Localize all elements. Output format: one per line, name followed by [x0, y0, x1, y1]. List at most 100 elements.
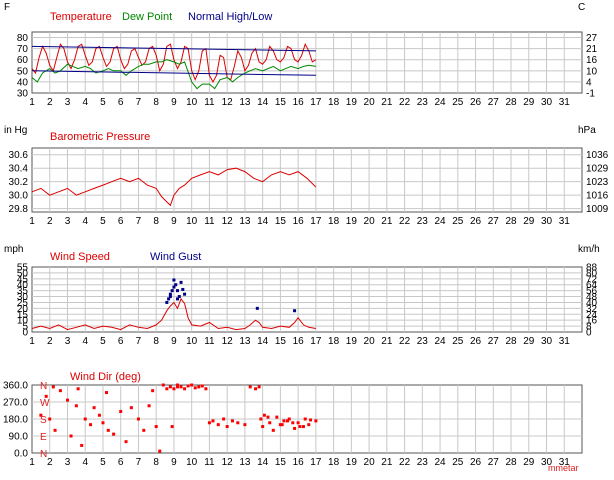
- data-point: [65, 398, 69, 402]
- x-tick-label: 9: [171, 457, 177, 468]
- data-point: [236, 421, 240, 425]
- data-point: [179, 385, 183, 389]
- x-tick-label: 19: [346, 457, 358, 468]
- y-tick-label-right: 16: [586, 316, 598, 327]
- x-tick-label: 28: [505, 97, 517, 108]
- x-tick-label: 15: [275, 336, 287, 347]
- y-tick-label-right: 10: [586, 66, 598, 77]
- data-point: [119, 409, 123, 413]
- x-tick-label: 9: [171, 97, 177, 108]
- data-point: [186, 384, 190, 388]
- data-point: [293, 426, 297, 430]
- x-tick-label: 25: [452, 457, 464, 468]
- x-tick-label: 18: [328, 457, 340, 468]
- data-point: [101, 421, 105, 425]
- x-tick-label: 19: [346, 97, 358, 108]
- series-line: [31, 167, 317, 207]
- data-point: [177, 295, 181, 299]
- unit-label-right: km/h: [578, 244, 600, 255]
- data-point: [142, 428, 146, 432]
- data-point: [151, 389, 155, 393]
- x-tick-label: 15: [275, 216, 287, 227]
- y-tick-label: 270.0: [3, 398, 28, 409]
- y-tick-label: 360.0: [3, 381, 28, 392]
- x-tick-label: 24: [435, 457, 447, 468]
- x-tick-label: 12: [222, 97, 234, 108]
- x-tick-label: 29: [523, 97, 535, 108]
- data-point: [129, 406, 133, 410]
- direction-label: E: [40, 432, 47, 443]
- y-tick-label: 50: [17, 268, 29, 279]
- x-tick-label: 15: [275, 457, 287, 468]
- data-point: [262, 413, 266, 417]
- unit-label-right: hPa: [578, 125, 596, 136]
- y-tick-label: 35: [17, 286, 29, 297]
- x-tick-label: 18: [328, 216, 340, 227]
- data-point: [172, 285, 176, 289]
- data-point: [175, 297, 179, 301]
- data-point: [261, 425, 265, 429]
- x-tick-label: 10: [186, 97, 198, 108]
- x-tick-label: 1: [29, 336, 35, 347]
- y-tick-label: 30.0: [9, 191, 29, 202]
- x-tick-label: 6: [118, 336, 124, 347]
- series-line: [31, 70, 316, 76]
- data-point: [172, 278, 176, 282]
- y-tick-label-right: 16: [586, 55, 598, 66]
- x-tick-label: 3: [65, 216, 71, 227]
- unit-label-left: in Hg: [4, 125, 27, 136]
- x-tick-label: 20: [364, 97, 376, 108]
- y-tick-label: 30.2: [9, 177, 29, 188]
- y-tick-label: 30: [17, 292, 29, 303]
- x-tick-label: 8: [153, 336, 159, 347]
- direction-label: W: [40, 398, 50, 409]
- y-tick-label: 20: [17, 304, 29, 315]
- x-tick-label: 28: [505, 457, 517, 468]
- data-point: [275, 415, 279, 419]
- y-tick-label-right: -1: [586, 89, 595, 100]
- temperature-chart: 1 2 3 4 5 6 7 8 9 10 11 12 13 14 15 16 17 18 19 20 21 22 23 24 2…: [4, 2, 598, 108]
- data-point: [174, 283, 178, 287]
- x-tick-label: 16: [293, 336, 305, 347]
- data-point: [225, 425, 229, 429]
- x-tick-label: 21: [381, 97, 393, 108]
- x-tick-label: 16: [293, 457, 305, 468]
- data-point: [69, 434, 73, 438]
- unit-label-right: C: [578, 2, 585, 13]
- x-tick-label: 1: [29, 457, 35, 468]
- data-point: [168, 292, 172, 296]
- data-point: [271, 428, 275, 432]
- x-tick-label: 11: [204, 97, 215, 108]
- y-tick-label: 30.6: [9, 150, 29, 161]
- x-tick-label: 21: [381, 457, 393, 468]
- x-tick-label: 30: [541, 457, 553, 468]
- data-point: [165, 300, 169, 304]
- x-tick-label: 26: [470, 216, 482, 227]
- data-point: [200, 384, 204, 388]
- x-tick-label: 9: [171, 216, 177, 227]
- data-point: [204, 387, 208, 391]
- x-tick-label: 27: [488, 336, 500, 347]
- chart-title-part: Wind Speed: [50, 251, 110, 263]
- data-point: [301, 425, 305, 429]
- y-tick-label-right: 27: [586, 33, 598, 44]
- x-tick-label: 2: [47, 216, 53, 227]
- data-point: [58, 389, 62, 393]
- x-tick-label: 6: [118, 216, 124, 227]
- data-point: [222, 417, 226, 421]
- y-tick-label: 30: [17, 89, 29, 100]
- series-line: [31, 45, 316, 52]
- x-tick-label: 4: [82, 216, 88, 227]
- pressure-chart: 1 2 3 4 5 6 7 8 9 10 11 12 13 14 15 16 17 18 19 20 21 22 23 24 2…: [4, 125, 609, 227]
- data-point: [296, 421, 300, 425]
- x-tick-label: 25: [452, 97, 464, 108]
- x-tick-label: 11: [204, 216, 215, 227]
- x-tick-label: 23: [417, 97, 429, 108]
- x-tick-label: 29: [523, 216, 535, 227]
- x-tick-label: 9: [171, 336, 177, 347]
- x-tick-label: 2: [47, 97, 53, 108]
- data-point: [193, 386, 197, 390]
- data-point: [280, 423, 284, 427]
- data-point: [165, 387, 169, 391]
- x-tick-label: 23: [417, 457, 429, 468]
